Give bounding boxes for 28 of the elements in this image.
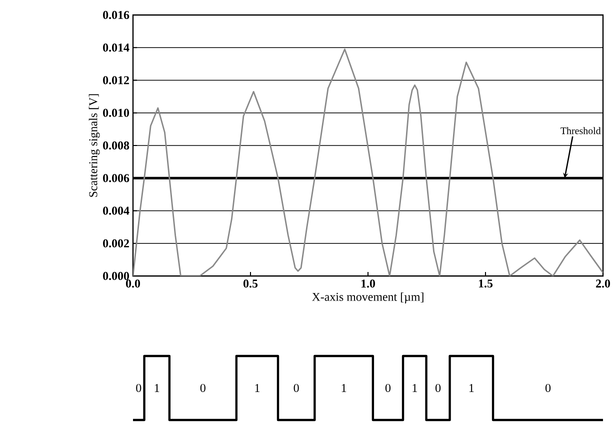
annotation: 0 (136, 384, 142, 392)
y-tick-label: 0.016 (103, 10, 130, 20)
annotation: 0 (436, 384, 441, 392)
y-tick-label: 0.004 (103, 206, 130, 215)
x-tick-label: 0.5 (243, 280, 258, 288)
annotation: 0 (385, 384, 391, 392)
y-tick-label: 0.000 (103, 272, 130, 280)
annotation: 0 (545, 384, 551, 392)
y-tick-label: 0.012 (103, 76, 129, 84)
annotation: 1 (154, 384, 160, 392)
y-tick-label: 0.014 (103, 44, 130, 52)
x-tick-label: 2.0 (596, 280, 610, 288)
y-tick-label: 0.010 (103, 108, 130, 117)
y-tick-label: 0.008 (103, 141, 130, 150)
y-tick-label: 0.006 (103, 174, 130, 182)
annotation: 1 (412, 384, 417, 392)
x-tick-label: 1.5 (478, 280, 493, 288)
x-tick-label: 0.0 (126, 280, 140, 288)
x-axis-title: X-axis movement [µm] (312, 292, 424, 304)
annotation: 0 (200, 384, 206, 392)
annotation: 1 (255, 384, 260, 392)
annotation: 1 (469, 384, 474, 392)
y-tick-label: 0.002 (103, 239, 129, 248)
x-tick-label: 1.0 (361, 280, 376, 288)
ref-line-label: Threshold (560, 127, 601, 134)
annotation: 1 (342, 384, 346, 392)
y-axis-title: Scattering signals [V] (88, 94, 100, 197)
annotation: 0 (294, 384, 299, 392)
